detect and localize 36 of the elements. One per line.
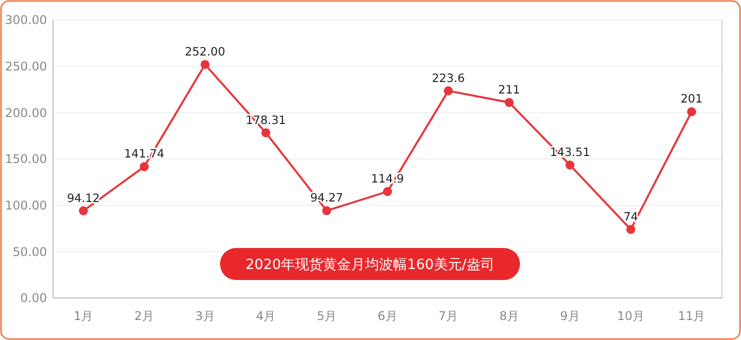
x-tick-label: 9月	[560, 309, 580, 323]
x-tick-label: 7月	[438, 309, 458, 323]
y-tick-label: 150.00	[5, 152, 47, 166]
x-tick-label: 2月	[134, 309, 154, 323]
data-label: 94.12	[66, 190, 100, 205]
annotation: 2020年现货黄金月均波幅160美元/盎司	[245, 256, 495, 273]
point	[444, 86, 453, 96]
data-label: 252.00	[184, 44, 226, 58]
x-tick-label: 8月	[499, 309, 519, 323]
point	[687, 107, 696, 116]
x-tick-label: 3月	[195, 309, 215, 323]
point	[565, 160, 574, 170]
data-label: 74	[623, 209, 638, 224]
point	[383, 187, 392, 196]
x-tick-label: 5月	[316, 309, 336, 323]
point	[626, 224, 636, 234]
x-tick-label: 4月	[256, 309, 276, 323]
y-tick-label: 250.00	[5, 60, 47, 74]
point	[322, 206, 332, 216]
y-tick-label: 0.00	[20, 291, 47, 306]
x-tick-label: 11月	[678, 309, 706, 323]
y-tick-label: 100.00	[5, 198, 47, 213]
x-tick-label: 1月	[74, 309, 94, 323]
point	[200, 60, 210, 69]
point	[504, 98, 514, 107]
y-tick-label: 300.00	[5, 13, 47, 28]
data-label: 211	[498, 82, 520, 96]
data-label: 201	[680, 92, 703, 106]
x-tick-label: 6月	[378, 309, 398, 323]
y-tick-label: 50.00	[12, 244, 47, 259]
point	[78, 206, 88, 216]
data-label: 223.6	[432, 70, 465, 85]
x-tick-label: 10月	[617, 309, 644, 323]
point	[140, 162, 149, 172]
point	[261, 128, 270, 138]
y-tick-label: 200.00	[5, 106, 47, 120]
